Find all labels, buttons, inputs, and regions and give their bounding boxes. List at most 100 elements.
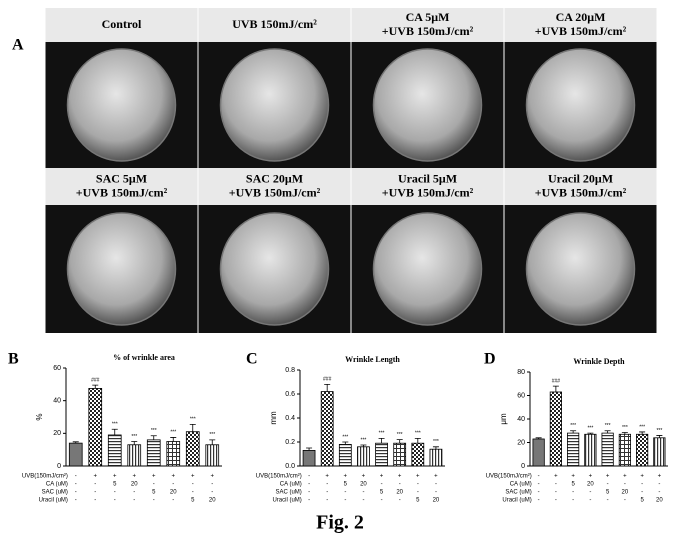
bar xyxy=(549,391,562,467)
skin-replica xyxy=(219,212,330,326)
condition-label: CA (uM) xyxy=(280,482,302,488)
y-axis-label: μm xyxy=(499,413,508,425)
condition-cell: - xyxy=(362,498,364,504)
condition-label: UVB(150mJ/cm²) xyxy=(486,474,532,480)
photo-label: +UVB 150mJ/cm² xyxy=(382,185,474,199)
significance: *** xyxy=(342,434,348,440)
bar xyxy=(185,431,200,467)
condition-cell: - xyxy=(344,490,346,496)
photo-label: UVB 150mJ/cm² xyxy=(232,17,317,31)
condition-cell: + xyxy=(571,474,575,480)
y-tick-label: 0.8 xyxy=(285,367,295,374)
y-tick-label: 0 xyxy=(521,463,525,470)
condition-cell: - xyxy=(572,490,574,496)
skin-replica xyxy=(66,48,177,162)
condition-cell: 5 xyxy=(606,490,610,496)
significance: *** xyxy=(433,439,439,445)
condition-label: CA (uM) xyxy=(510,482,532,488)
bar xyxy=(357,446,370,467)
y-tick-label: 20 xyxy=(517,439,525,446)
error-bar xyxy=(92,384,99,389)
panel-letter: D xyxy=(484,351,496,368)
condition-cell: 20 xyxy=(131,482,138,488)
photo-label: +UVB 150mJ/cm² xyxy=(535,185,627,199)
condition-cell: - xyxy=(326,498,328,504)
condition-cell: 20 xyxy=(209,498,216,504)
condition-cell: + xyxy=(171,474,175,480)
chart-title: Wrinkle Length xyxy=(345,355,400,364)
condition-cell: + xyxy=(210,474,214,480)
condition-cell: - xyxy=(641,482,643,488)
condition-cell: 5 xyxy=(344,482,348,488)
error-bar xyxy=(324,384,331,392)
condition-cell: + xyxy=(434,474,438,480)
condition-cell: 20 xyxy=(622,490,629,496)
condition-label: UVB(150mJ/cm²) xyxy=(22,474,68,480)
condition-label: Uracil (uM) xyxy=(39,498,68,504)
panel-letter: C xyxy=(246,351,258,368)
condition-cell: - xyxy=(94,498,96,504)
significance: *** xyxy=(605,423,611,429)
condition-cell: - xyxy=(326,490,328,496)
condition-cell: + xyxy=(380,474,384,480)
significance: ### xyxy=(91,377,100,383)
condition-cell: + xyxy=(191,474,195,480)
photo-header xyxy=(504,168,657,205)
condition-label: Uracil (uM) xyxy=(502,498,531,504)
error-bar xyxy=(570,430,577,434)
significance: *** xyxy=(361,437,367,443)
significance: *** xyxy=(209,432,215,438)
error-bar xyxy=(378,438,385,444)
condition-cell: - xyxy=(114,490,116,496)
condition-cell: - xyxy=(381,498,383,504)
condition-cell: 20 xyxy=(170,490,177,496)
skin-replica xyxy=(372,48,483,162)
photo-label: CA 20μM xyxy=(556,10,606,24)
caption: Fig. 2 xyxy=(316,512,364,534)
bar xyxy=(107,434,122,467)
condition-cell: 20 xyxy=(656,498,663,504)
y-tick-label: 80 xyxy=(517,369,525,376)
condition-cell: - xyxy=(624,482,626,488)
error-bar xyxy=(111,428,118,435)
condition-cell: - xyxy=(538,490,540,496)
skin-replica xyxy=(219,48,330,162)
significance: *** xyxy=(397,432,403,438)
condition-cell: + xyxy=(398,474,402,480)
condition-cell: + xyxy=(344,474,348,480)
photo-label: Uracil 5μM xyxy=(398,171,457,185)
significance: *** xyxy=(656,428,662,434)
photo-label: +UVB 150mJ/cm² xyxy=(76,185,168,199)
condition-cell: - xyxy=(589,490,591,496)
error-bar xyxy=(552,385,559,392)
condition-cell: + xyxy=(554,474,558,480)
panel-letter: B xyxy=(8,351,19,368)
condition-cell: + xyxy=(93,474,97,480)
condition-cell: - xyxy=(153,482,155,488)
condition-cell: - xyxy=(555,490,557,496)
significance: *** xyxy=(415,431,421,437)
condition-cell: - xyxy=(75,474,77,480)
photo-header xyxy=(351,8,504,42)
significance: *** xyxy=(639,424,645,430)
condition-cell: - xyxy=(94,490,96,496)
error-bar xyxy=(414,438,421,444)
condition-cell: - xyxy=(75,498,77,504)
error-bar xyxy=(342,441,349,445)
condition-cell: - xyxy=(624,498,626,504)
condition-cell: 5 xyxy=(640,498,644,504)
condition-cell: - xyxy=(308,498,310,504)
condition-cell: - xyxy=(308,482,310,488)
skin-replica xyxy=(372,212,483,326)
condition-cell: - xyxy=(435,482,437,488)
condition-cell: + xyxy=(589,474,593,480)
condition-cell: - xyxy=(641,490,643,496)
bar xyxy=(636,433,649,467)
significance: *** xyxy=(622,425,628,431)
photo-header xyxy=(198,8,351,42)
condition-cell: 20 xyxy=(396,490,403,496)
bar xyxy=(68,442,83,467)
y-tick-label: 0 xyxy=(57,463,61,470)
condition-cell: + xyxy=(113,474,117,480)
condition-cell: - xyxy=(308,474,310,480)
